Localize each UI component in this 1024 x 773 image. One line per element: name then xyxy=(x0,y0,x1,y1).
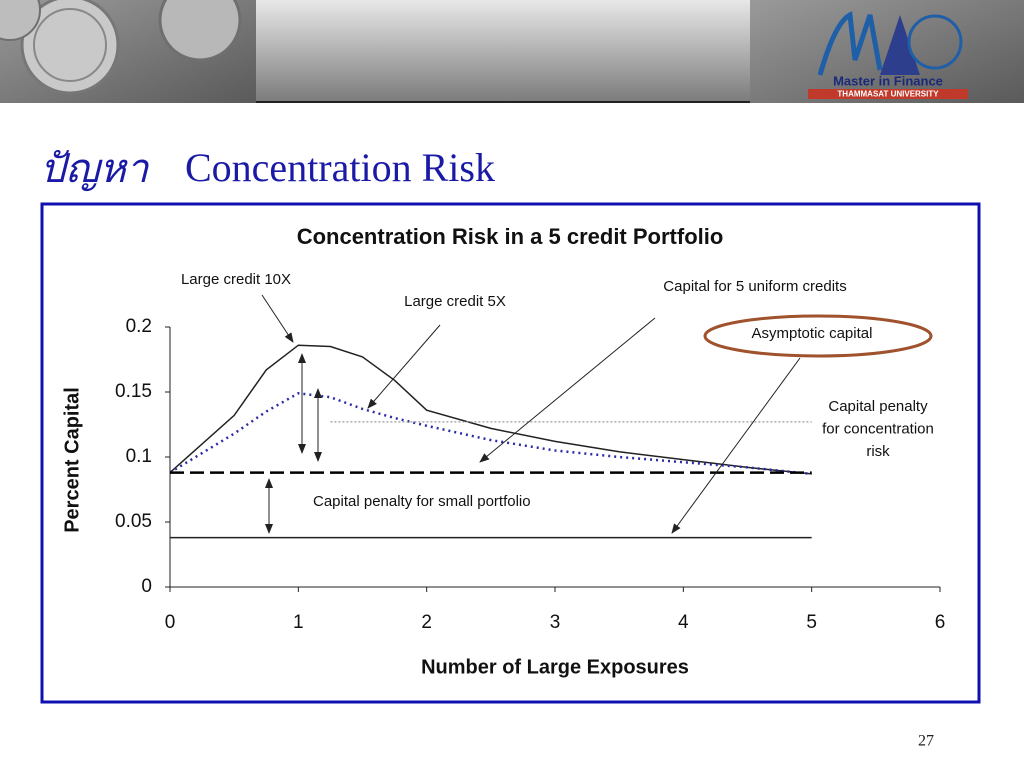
arrow xyxy=(671,357,801,534)
x-tick-label: 3 xyxy=(550,612,561,633)
coin xyxy=(158,0,242,62)
logo-band xyxy=(808,89,968,99)
x-axis-title: Number of Large Exposures xyxy=(421,656,689,678)
series-line xyxy=(169,392,812,476)
y-tick-label: 0.1 xyxy=(126,446,152,467)
arrow xyxy=(479,317,656,463)
annotation: for concentration xyxy=(822,420,934,437)
series-label: Large credit 5X xyxy=(404,293,506,310)
logo-m xyxy=(817,11,883,76)
y-tick-label: 0 xyxy=(141,576,152,597)
x-tick-label: 5 xyxy=(806,612,817,633)
chart: Concentration Risk in a 5 credit Portfol… xyxy=(61,224,945,678)
y-tick-label: 0.15 xyxy=(115,381,152,402)
page-number: 27 xyxy=(918,733,934,750)
x-tick-label: 1 xyxy=(293,612,304,633)
logo-subtext: THAMMASAT UNIVERSITY xyxy=(837,90,939,99)
series-line xyxy=(169,344,812,475)
x-tick-label: 4 xyxy=(678,612,689,633)
y-tick-label: 0.05 xyxy=(115,511,152,532)
banner-gradient xyxy=(256,0,750,103)
arrow xyxy=(367,324,441,409)
coin xyxy=(20,0,120,95)
logo-pagoda xyxy=(880,15,920,75)
y-tick-label: 0.2 xyxy=(126,316,152,337)
slide-title: Concentration Risk xyxy=(185,145,495,190)
logo-background xyxy=(750,0,1024,103)
annotation: Capital penalty for small portfolio xyxy=(313,493,531,510)
logo-text: Master in Finance xyxy=(833,73,943,88)
logo-circle xyxy=(907,14,963,70)
series-label: Capital for 5 uniform credits xyxy=(663,278,846,295)
annotation: Capital penalty xyxy=(828,398,928,415)
arrow xyxy=(261,294,294,343)
x-tick-label: 6 xyxy=(935,612,946,633)
y-axis-title: Percent Capital xyxy=(61,387,83,533)
slide-title-thai: ปัญหา xyxy=(40,146,150,192)
x-tick-label: 2 xyxy=(421,612,432,633)
series-label: Asymptotic capital xyxy=(752,325,873,342)
chart-title: Concentration Risk in a 5 credit Portfol… xyxy=(297,224,724,249)
series-label: Large credit 10X xyxy=(181,271,291,288)
highlight-ellipse xyxy=(703,314,933,358)
annotation: risk xyxy=(866,443,890,460)
chart-frame xyxy=(40,202,981,704)
x-tick-label: 0 xyxy=(165,612,176,633)
coin-ring xyxy=(33,8,107,82)
coin xyxy=(0,0,41,41)
